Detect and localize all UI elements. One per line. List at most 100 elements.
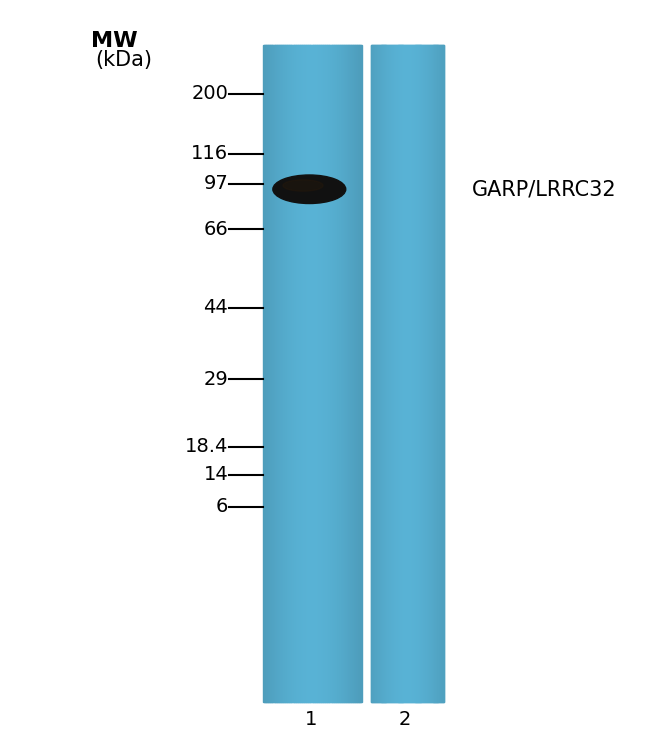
Bar [386, 45, 387, 702]
Bar [406, 45, 408, 702]
Bar [294, 45, 295, 702]
Bar [424, 45, 425, 702]
Bar [304, 45, 305, 702]
Bar [395, 45, 396, 702]
Bar [391, 45, 392, 702]
Bar [309, 45, 311, 702]
Bar [337, 45, 338, 702]
Bar [352, 45, 353, 702]
Bar [339, 45, 341, 702]
Bar [378, 45, 379, 702]
Bar [371, 45, 372, 702]
Bar [434, 45, 435, 702]
Bar [411, 45, 413, 702]
Bar [392, 45, 393, 702]
Bar [350, 45, 351, 702]
Bar [378, 45, 380, 702]
Bar [402, 45, 403, 702]
Bar [385, 45, 386, 702]
Bar [387, 45, 388, 702]
Bar [339, 45, 340, 702]
Bar [390, 45, 391, 702]
Text: 66: 66 [203, 219, 228, 239]
Bar [394, 45, 395, 702]
Bar [335, 45, 336, 702]
Bar [384, 45, 385, 702]
Bar [303, 45, 304, 702]
Bar [285, 45, 287, 702]
Bar [439, 45, 441, 702]
Bar [361, 45, 362, 702]
Bar [391, 45, 393, 702]
Bar [283, 45, 284, 702]
Bar [275, 45, 276, 702]
Bar [357, 45, 358, 702]
Bar [373, 45, 374, 702]
Text: 1: 1 [304, 710, 317, 729]
Bar [393, 45, 394, 702]
Bar [420, 45, 421, 702]
Bar [271, 45, 272, 702]
Bar [325, 45, 326, 702]
Bar [328, 45, 330, 702]
Bar [359, 45, 360, 702]
Bar [372, 45, 374, 702]
Bar [423, 45, 424, 702]
Text: GARP/LRRC32: GARP/LRRC32 [472, 179, 617, 199]
Bar [422, 45, 423, 702]
Bar [284, 45, 285, 702]
Bar [300, 45, 302, 702]
Bar [422, 45, 423, 702]
Bar [380, 45, 381, 702]
Bar [381, 45, 382, 702]
Bar [417, 45, 419, 702]
Bar [265, 45, 266, 702]
Bar [436, 45, 437, 702]
Bar [281, 45, 283, 702]
Bar [266, 45, 268, 702]
Bar [273, 45, 274, 702]
Bar [298, 45, 299, 702]
Bar [263, 45, 265, 702]
Bar [287, 45, 288, 702]
Bar [398, 45, 400, 702]
Bar [278, 45, 279, 702]
Bar [337, 45, 339, 702]
Bar [344, 45, 345, 702]
Bar [421, 45, 422, 702]
Bar [326, 45, 328, 702]
Bar [301, 45, 302, 702]
Bar [387, 45, 389, 702]
Bar [299, 45, 300, 702]
Bar [374, 45, 375, 702]
Bar [276, 45, 278, 702]
Bar [282, 45, 283, 702]
Bar [311, 45, 313, 702]
Text: 6: 6 [216, 497, 228, 517]
Bar [372, 45, 373, 702]
Bar [426, 45, 427, 702]
Bar [281, 45, 282, 702]
Bar [411, 45, 412, 702]
Bar [443, 45, 445, 702]
Bar [440, 45, 441, 702]
Bar [311, 45, 312, 702]
Bar [370, 45, 372, 702]
Bar [289, 45, 290, 702]
Bar [329, 45, 330, 702]
Bar [336, 45, 337, 702]
Bar [390, 45, 391, 702]
Bar [348, 45, 349, 702]
Bar [356, 45, 358, 702]
Bar [372, 45, 373, 702]
Bar [385, 45, 387, 702]
Bar [330, 45, 331, 702]
Bar [430, 45, 431, 702]
Bar [296, 45, 298, 702]
Bar [432, 45, 433, 702]
Bar [379, 45, 380, 702]
Bar [393, 45, 395, 702]
Bar [290, 45, 291, 702]
Bar [300, 45, 301, 702]
Bar [402, 45, 404, 702]
